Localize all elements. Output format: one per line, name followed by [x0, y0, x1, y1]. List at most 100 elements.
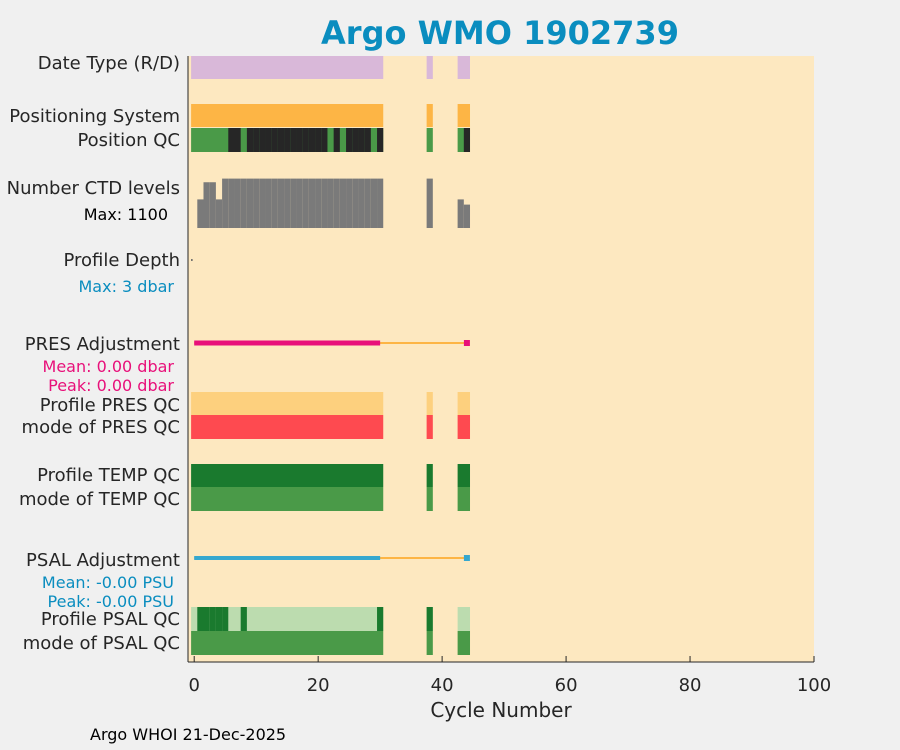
row-label-pres_qc_mode: mode of PRES QC — [22, 417, 180, 438]
date-type-bar — [457, 56, 471, 79]
positioning-bar — [426, 104, 433, 127]
position-qc-dark-cell — [234, 128, 241, 152]
x-tick-label: 20 — [307, 675, 330, 696]
psal-qc-dark-cell — [209, 607, 216, 631]
ctd-level-bar — [352, 178, 359, 228]
pres-qc-flag-bar — [191, 392, 384, 415]
ctd-level-bar — [290, 178, 297, 228]
position-qc-dark-cell — [346, 128, 353, 152]
row-label-pres_qc_flag: Profile PRES QC — [40, 395, 180, 416]
profile-depth-mark — [191, 259, 193, 261]
ctd-level-bar — [308, 178, 316, 228]
row-label-position_qc: Position QC — [77, 130, 180, 151]
pres-adj-bar — [194, 340, 381, 346]
plot-area — [188, 56, 814, 662]
ctd-level-bar — [271, 178, 278, 228]
row-label-positioning: Positioning System — [9, 106, 180, 127]
row-label-temp_qc_flag: Profile TEMP QC — [37, 465, 180, 486]
ctd-level-bar — [259, 178, 266, 228]
psal-qc-dark-cell — [215, 607, 223, 631]
ctd-level-bar — [215, 199, 223, 228]
position-qc-dark-cell — [271, 128, 278, 152]
position-qc-dark-cell — [259, 128, 266, 152]
psal-adj-bar — [194, 556, 381, 560]
pres-qc-mode-bar — [426, 415, 433, 439]
ctd-level-bar — [209, 182, 216, 228]
position-qc-dark-cell — [228, 128, 235, 152]
row-label-psal_qc_mode: mode of PSAL QC — [23, 633, 180, 654]
ctd-level-bar — [346, 178, 353, 228]
ctd-level-bar — [222, 178, 229, 228]
position-qc-dark-cell — [277, 128, 285, 152]
position-qc-dark-cell — [302, 128, 309, 152]
temp-qc-flag-bar — [191, 464, 384, 487]
position-qc-bar — [426, 128, 433, 152]
ctd-level-bar — [426, 178, 433, 228]
x-tick-label: 40 — [431, 675, 454, 696]
psal-qc-mode-bar — [457, 631, 471, 655]
temp-qc-mode-bar — [191, 487, 384, 511]
ctd-level-bar — [246, 178, 254, 228]
position-qc-dark-cell — [377, 128, 384, 152]
psal-qc-dark-cell — [203, 607, 210, 631]
psal-qc-dark-cell — [377, 607, 384, 631]
psal-qc-dark-cell — [240, 607, 247, 631]
row-label-date_type: Date Type (R/D) — [38, 53, 180, 74]
position-qc-dark-cell — [253, 128, 260, 152]
psal-peak-annotation: Peak: -0.00 PSU — [48, 592, 174, 611]
ctd-level-bar — [197, 199, 204, 228]
ctd-level-bar — [333, 178, 340, 228]
psal-qc-dark-cell — [197, 607, 204, 631]
x-axis-label: Cycle Number — [430, 698, 572, 722]
ctd-level-bar — [370, 178, 378, 228]
psal-qc-dark-cell — [222, 607, 229, 631]
ctd-level-bar — [315, 178, 322, 228]
x-tick-label: 60 — [555, 675, 578, 696]
ctd-level-bar — [463, 204, 471, 228]
x-tick-label: 0 — [188, 675, 199, 696]
row-label-psal_qc_flag: Profile PSAL QC — [41, 609, 180, 630]
pres-qc-flag-bar — [457, 392, 471, 415]
ctd-level-bar — [339, 178, 347, 228]
position-qc-dark-cell — [358, 128, 365, 152]
ctd-level-bar — [327, 178, 334, 228]
x-tick-label: 100 — [797, 675, 831, 696]
positioning-bar — [191, 104, 384, 127]
psal-qc-mode-bar — [426, 631, 433, 655]
temp-qc-flag-bar — [457, 464, 471, 487]
position-qc-dark-cell — [463, 128, 471, 152]
ctd-level-bar — [277, 178, 285, 228]
temp-qc-mode-bar — [426, 487, 433, 511]
pres-qc-flag-bar — [426, 392, 433, 415]
position-qc-dark-cell — [315, 128, 322, 152]
x-tick-label: 80 — [679, 675, 702, 696]
temp-qc-flag-bar — [426, 464, 433, 487]
position-qc-dark-cell — [352, 128, 359, 152]
psal-qc-flag-bar — [457, 607, 471, 631]
pres-qc-mode-bar — [457, 415, 471, 439]
depth-max-annotation: Max: 3 dbar — [78, 277, 174, 296]
row-label-pres_adj: PRES Adjustment — [25, 334, 180, 355]
pres-adj-end-marker — [463, 340, 470, 346]
ctd-level-bar — [265, 178, 272, 228]
row-label-depth: Profile Depth — [63, 250, 180, 271]
ctd-max-annotation: Max: 1100 — [84, 205, 168, 224]
chart-title: Argo WMO 1902739 — [321, 14, 679, 52]
position-qc-dark-cell — [284, 128, 291, 152]
ctd-level-bar — [284, 178, 291, 228]
psal-qc-dark-cell — [426, 607, 433, 631]
ctd-level-bar — [321, 178, 328, 228]
psal-qc-mode-bar — [191, 631, 384, 655]
position-qc-dark-cell — [321, 128, 328, 152]
ctd-level-bar — [364, 178, 371, 228]
ctd-level-bar — [457, 199, 464, 228]
psal-mean-annotation: Mean: -0.00 PSU — [42, 573, 174, 592]
row-label-ctd: Number CTD levels — [7, 178, 180, 199]
ctd-level-bar — [228, 178, 235, 228]
psal-adj-end-marker — [463, 555, 470, 561]
row-label-psal_adj: PSAL Adjustment — [26, 550, 180, 571]
ctd-level-bar — [296, 178, 303, 228]
ctd-level-bar — [253, 178, 260, 228]
position-qc-dark-cell — [296, 128, 303, 152]
pres-qc-mode-bar — [191, 415, 384, 439]
